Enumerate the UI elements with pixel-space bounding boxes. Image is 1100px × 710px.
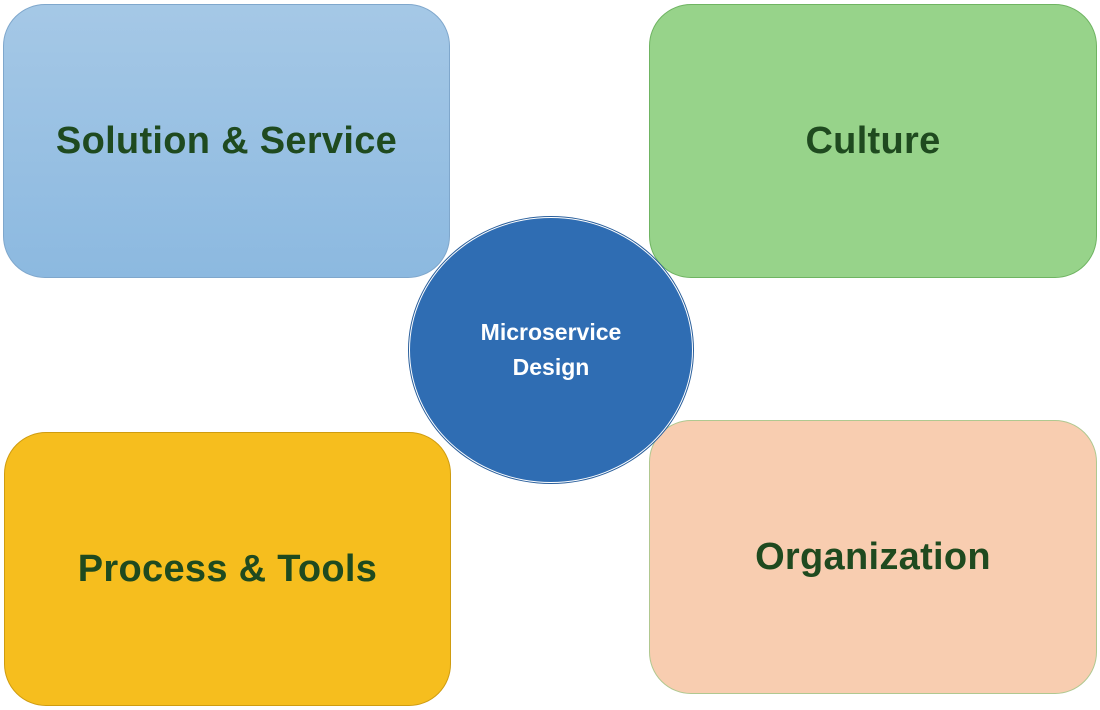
- center-label-line2: Design: [512, 354, 590, 380]
- process-tools-box: Process & Tools: [4, 432, 451, 706]
- culture-label: Culture: [805, 119, 941, 162]
- process-tools-label: Process & Tools: [77, 547, 378, 590]
- culture-box: Culture: [649, 4, 1097, 278]
- center-label-line1: Microservice: [480, 319, 622, 345]
- center-label: Microservice Design: [481, 315, 622, 385]
- organization-box: Organization: [649, 420, 1097, 694]
- organization-label: Organization: [755, 535, 991, 578]
- solution-service-box: Solution & Service: [3, 4, 450, 278]
- microservice-design-circle: Microservice Design: [409, 217, 693, 483]
- solution-service-label: Solution & Service: [55, 119, 398, 162]
